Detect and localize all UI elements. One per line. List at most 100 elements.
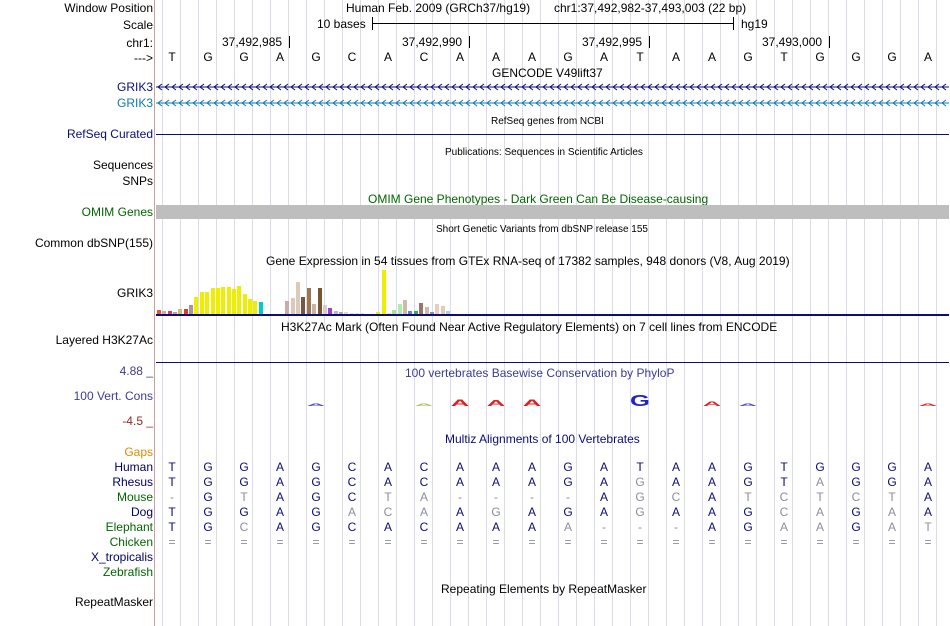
- strand-arrow: [682, 99, 688, 107]
- alignment-base: T: [240, 490, 248, 504]
- strand-arrow: [465, 83, 471, 91]
- track-label-sequences[interactable]: Sequences: [92, 158, 153, 172]
- strand-arrow: [164, 83, 170, 91]
- gtex-tissue-bar[interactable]: [360, 313, 365, 314]
- gtex-tissue-bar[interactable]: [215, 288, 220, 314]
- gtex-tissue-bar[interactable]: [210, 288, 215, 314]
- alignment-base: T: [168, 475, 176, 489]
- gtex-tissue-bar[interactable]: [381, 270, 386, 314]
- gtex-tissue-bar[interactable]: [387, 313, 392, 314]
- gtex-tissue-bar[interactable]: [349, 313, 354, 314]
- gtex-tissue-bar[interactable]: [392, 310, 397, 314]
- strand-label[interactable]: --->: [134, 51, 153, 65]
- track-label-grik3-gencode[interactable]: GRIK3: [116, 80, 153, 94]
- dna-base: T: [168, 50, 176, 64]
- gtex-tissue-bar[interactable]: [258, 302, 263, 314]
- gtex-tissue-bar[interactable]: [376, 312, 381, 314]
- gtex-tissue-bar[interactable]: [231, 289, 236, 314]
- gtex-tissue-bar[interactable]: [322, 305, 327, 314]
- gtex-tissue-bar[interactable]: [247, 299, 252, 314]
- alignment-base: A: [275, 460, 284, 474]
- gtex-tissue-bar[interactable]: [317, 288, 322, 314]
- gtex-tissue-bar[interactable]: [301, 297, 306, 314]
- gtex-bar-graph[interactable]: [156, 268, 949, 316]
- gtex-tissue-bar[interactable]: [290, 298, 295, 314]
- species-label[interactable]: Dog: [130, 505, 153, 519]
- track-label-refseq[interactable]: RefSeq Curated: [66, 127, 153, 141]
- gtex-tissue-bar[interactable]: [413, 311, 418, 314]
- gtex-tissue-bar[interactable]: [408, 311, 413, 314]
- gtex-tissue-bar[interactable]: [306, 288, 311, 314]
- track-label-dbsnp[interactable]: Common dbSNP(155): [34, 236, 153, 250]
- gtex-tissue-bar[interactable]: [237, 286, 242, 314]
- track-label-gaps[interactable]: Gaps: [124, 445, 153, 459]
- species-label[interactable]: Elephant: [105, 520, 153, 534]
- alignment-base: =: [744, 535, 752, 549]
- strand-arrow: [878, 99, 884, 107]
- strand-arrow: [661, 83, 667, 91]
- gtex-tissue-bar[interactable]: [333, 311, 338, 314]
- alignment-base: =: [852, 535, 860, 549]
- gtex-tissue-bar[interactable]: [205, 292, 210, 314]
- track-label-h3k27ac[interactable]: Layered H3K27Ac: [55, 333, 153, 347]
- gtex-tissue-bar[interactable]: [285, 301, 290, 314]
- alignment-base: A: [455, 460, 464, 474]
- strand-arrow: [325, 99, 331, 107]
- species-label[interactable]: Mouse: [116, 490, 153, 504]
- species-label[interactable]: X_tropicalis: [90, 550, 153, 564]
- gtex-tissue-bar[interactable]: [199, 292, 204, 314]
- refseq-gene-line[interactable]: [156, 134, 949, 135]
- gtex-tissue-bar[interactable]: [183, 309, 188, 314]
- gtex-tissue-bar[interactable]: [424, 307, 429, 314]
- species-label[interactable]: Human: [114, 460, 153, 474]
- strand-arrow: [388, 83, 394, 91]
- track-label-cons[interactable]: 100 Vert. Cons: [73, 389, 153, 403]
- strand-arrow: [507, 83, 513, 91]
- species-label[interactable]: Chicken: [109, 535, 153, 549]
- gtex-tissue-bar[interactable]: [178, 309, 183, 314]
- gtex-tissue-bar[interactable]: [397, 304, 402, 314]
- strand-arrow: [577, 99, 583, 107]
- gtex-tissue-bar[interactable]: [354, 313, 359, 314]
- alignment-base: =: [924, 535, 932, 549]
- track-label-grik3-gencode-alt[interactable]: GRIK3: [116, 96, 153, 110]
- gtex-tissue-bar[interactable]: [226, 287, 231, 314]
- strand-arrow: [703, 83, 709, 91]
- gencode-genes[interactable]: [156, 80, 949, 112]
- gtex-tissue-bar[interactable]: [162, 311, 167, 314]
- omim-gene-bar[interactable]: [156, 205, 949, 219]
- gtex-tissue-bar[interactable]: [157, 310, 161, 314]
- h3k27ac-title: H3K27Ac Mark (Often Found Near Active Re…: [281, 320, 778, 334]
- gtex-tissue-bar[interactable]: [429, 312, 434, 314]
- gtex-tissue-bar[interactable]: [242, 294, 247, 314]
- gtex-tissue-bar[interactable]: [328, 308, 333, 314]
- strand-arrow: [612, 99, 618, 107]
- gtex-tissue-bar[interactable]: [167, 311, 172, 314]
- gtex-tissue-bar[interactable]: [296, 282, 301, 314]
- species-label[interactable]: Zebrafish: [102, 565, 153, 579]
- strand-arrow: [535, 99, 541, 107]
- strand-arrow: [941, 99, 947, 107]
- gtex-tissue-bar[interactable]: [344, 312, 349, 314]
- gtex-tissue-bar[interactable]: [445, 311, 450, 314]
- track-label-repeatmasker[interactable]: RepeatMasker: [74, 595, 153, 609]
- gtex-tissue-bar[interactable]: [194, 297, 199, 314]
- track-label-gtex[interactable]: GRIK3: [116, 286, 153, 300]
- gtex-tissue-bar[interactable]: [221, 287, 226, 314]
- scale-bar-label: 10 bases: [317, 17, 366, 31]
- track-label-omim[interactable]: OMIM Genes: [81, 205, 153, 219]
- gtex-tissue-bar[interactable]: [338, 312, 343, 314]
- gtex-tissue-bar[interactable]: [419, 303, 424, 314]
- alignment-base: =: [780, 535, 788, 549]
- gtex-tissue-bar[interactable]: [403, 300, 408, 314]
- alignment-base: C: [779, 505, 789, 519]
- species-label[interactable]: Rhesus: [112, 475, 153, 489]
- gtex-tissue-bar[interactable]: [312, 304, 317, 314]
- track-label-snps[interactable]: SNPs: [122, 174, 153, 188]
- gtex-tissue-bar[interactable]: [440, 306, 445, 314]
- gtex-tissue-bar[interactable]: [173, 312, 178, 314]
- gtex-tissue-bar[interactable]: [253, 301, 258, 314]
- gtex-tissue-bar[interactable]: [189, 305, 194, 314]
- gtex-tissue-bar[interactable]: [435, 304, 440, 314]
